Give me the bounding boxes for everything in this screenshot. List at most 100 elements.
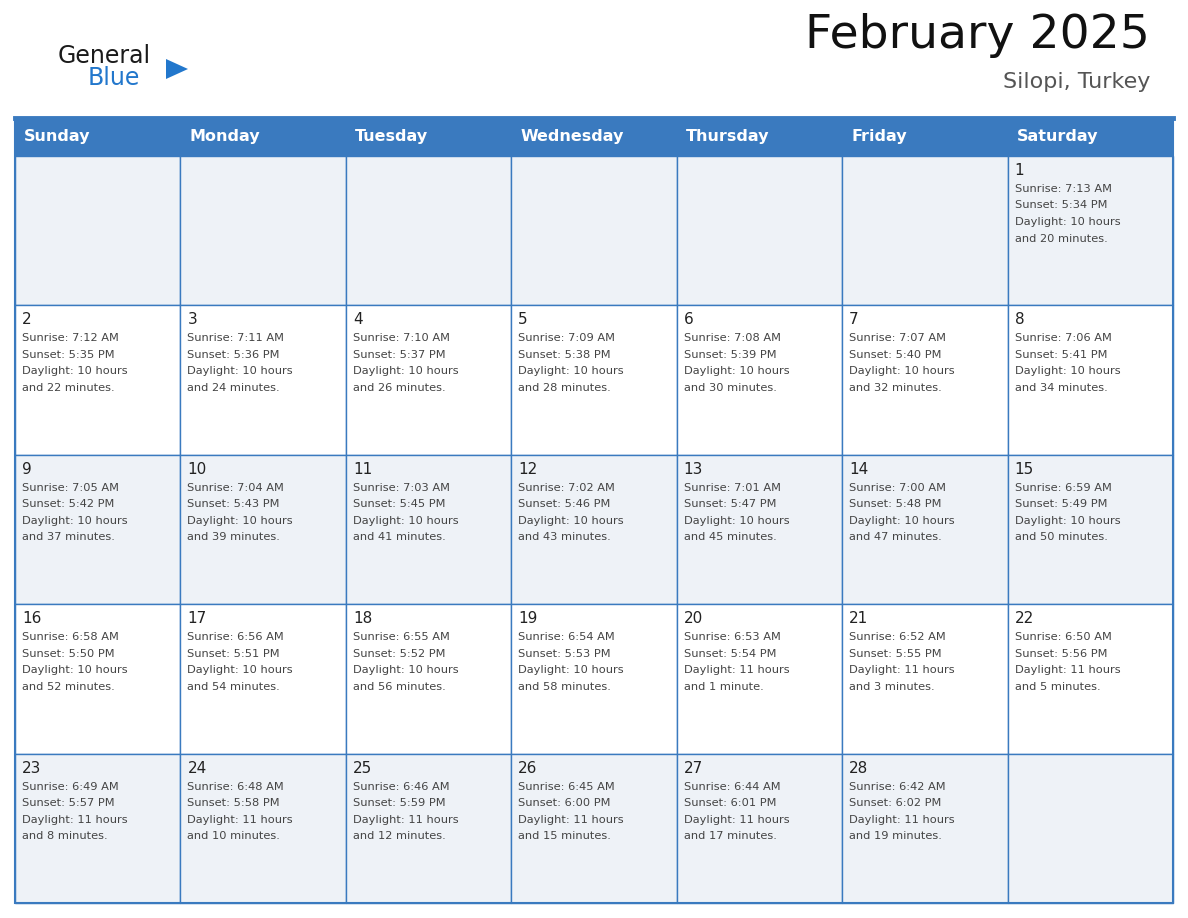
Text: Daylight: 10 hours: Daylight: 10 hours bbox=[23, 516, 127, 526]
Text: Daylight: 11 hours: Daylight: 11 hours bbox=[518, 814, 624, 824]
Bar bbox=[346, 156, 511, 306]
Text: 1: 1 bbox=[1015, 163, 1024, 178]
Text: Sunset: 5:36 PM: Sunset: 5:36 PM bbox=[188, 350, 280, 360]
Text: Sunrise: 6:52 AM: Sunrise: 6:52 AM bbox=[849, 633, 946, 643]
Bar bbox=[511, 604, 677, 754]
Text: and 10 minutes.: and 10 minutes. bbox=[188, 831, 280, 841]
Bar bbox=[677, 754, 842, 903]
Text: and 17 minutes.: and 17 minutes. bbox=[684, 831, 777, 841]
Text: and 3 minutes.: and 3 minutes. bbox=[849, 682, 935, 691]
Bar bbox=[346, 118, 511, 156]
Bar bbox=[346, 306, 511, 454]
Text: 12: 12 bbox=[518, 462, 537, 476]
Text: Daylight: 10 hours: Daylight: 10 hours bbox=[23, 666, 127, 676]
Text: Sunrise: 6:48 AM: Sunrise: 6:48 AM bbox=[188, 781, 284, 791]
Text: 18: 18 bbox=[353, 611, 372, 626]
Text: Silopi, Turkey: Silopi, Turkey bbox=[1003, 72, 1150, 92]
Text: Daylight: 10 hours: Daylight: 10 hours bbox=[518, 516, 624, 526]
Text: Sunrise: 7:11 AM: Sunrise: 7:11 AM bbox=[188, 333, 284, 343]
Text: 5: 5 bbox=[518, 312, 527, 328]
Text: 4: 4 bbox=[353, 312, 362, 328]
Text: 27: 27 bbox=[684, 761, 703, 776]
Text: February 2025: February 2025 bbox=[805, 13, 1150, 58]
Text: Sunrise: 6:45 AM: Sunrise: 6:45 AM bbox=[518, 781, 615, 791]
Text: Sunrise: 6:54 AM: Sunrise: 6:54 AM bbox=[518, 633, 615, 643]
Text: and 52 minutes.: and 52 minutes. bbox=[23, 682, 115, 691]
Text: Sunrise: 7:04 AM: Sunrise: 7:04 AM bbox=[188, 483, 284, 493]
Text: and 5 minutes.: and 5 minutes. bbox=[1015, 682, 1100, 691]
Text: Sunset: 6:01 PM: Sunset: 6:01 PM bbox=[684, 798, 776, 808]
Text: and 30 minutes.: and 30 minutes. bbox=[684, 383, 777, 393]
Text: General: General bbox=[58, 44, 151, 68]
Text: Thursday: Thursday bbox=[685, 129, 769, 144]
Bar bbox=[842, 118, 1007, 156]
Text: Sunset: 5:53 PM: Sunset: 5:53 PM bbox=[518, 649, 611, 659]
Text: 25: 25 bbox=[353, 761, 372, 776]
Text: Sunrise: 7:08 AM: Sunrise: 7:08 AM bbox=[684, 333, 781, 343]
Text: Saturday: Saturday bbox=[1017, 129, 1098, 144]
Text: 3: 3 bbox=[188, 312, 197, 328]
Text: Sunset: 5:41 PM: Sunset: 5:41 PM bbox=[1015, 350, 1107, 360]
Bar bbox=[15, 156, 181, 306]
Text: and 15 minutes.: and 15 minutes. bbox=[518, 831, 611, 841]
Text: Daylight: 11 hours: Daylight: 11 hours bbox=[353, 814, 459, 824]
Text: Daylight: 11 hours: Daylight: 11 hours bbox=[849, 666, 955, 676]
Text: Sunset: 5:38 PM: Sunset: 5:38 PM bbox=[518, 350, 611, 360]
Bar bbox=[15, 306, 181, 454]
Bar bbox=[842, 306, 1007, 454]
Text: and 8 minutes.: and 8 minutes. bbox=[23, 831, 108, 841]
Text: and 12 minutes.: and 12 minutes. bbox=[353, 831, 446, 841]
Text: Sunset: 5:57 PM: Sunset: 5:57 PM bbox=[23, 798, 114, 808]
Text: Sunrise: 7:07 AM: Sunrise: 7:07 AM bbox=[849, 333, 946, 343]
Bar bbox=[842, 156, 1007, 306]
Text: Sunset: 5:49 PM: Sunset: 5:49 PM bbox=[1015, 499, 1107, 509]
Bar bbox=[346, 454, 511, 604]
Text: 15: 15 bbox=[1015, 462, 1034, 476]
Text: Sunset: 5:59 PM: Sunset: 5:59 PM bbox=[353, 798, 446, 808]
Text: Sunset: 6:00 PM: Sunset: 6:00 PM bbox=[518, 798, 611, 808]
Text: Sunrise: 6:46 AM: Sunrise: 6:46 AM bbox=[353, 781, 449, 791]
Text: 14: 14 bbox=[849, 462, 868, 476]
Text: 11: 11 bbox=[353, 462, 372, 476]
Text: Daylight: 10 hours: Daylight: 10 hours bbox=[188, 516, 293, 526]
Bar bbox=[842, 454, 1007, 604]
Text: Daylight: 10 hours: Daylight: 10 hours bbox=[188, 366, 293, 376]
Text: Sunrise: 7:09 AM: Sunrise: 7:09 AM bbox=[518, 333, 615, 343]
Text: Blue: Blue bbox=[88, 66, 140, 90]
Text: Sunrise: 7:10 AM: Sunrise: 7:10 AM bbox=[353, 333, 450, 343]
Bar bbox=[1007, 156, 1173, 306]
Text: Sunrise: 7:12 AM: Sunrise: 7:12 AM bbox=[23, 333, 119, 343]
Text: and 26 minutes.: and 26 minutes. bbox=[353, 383, 446, 393]
Text: Sunrise: 7:02 AM: Sunrise: 7:02 AM bbox=[518, 483, 615, 493]
Bar bbox=[181, 454, 346, 604]
Text: Daylight: 11 hours: Daylight: 11 hours bbox=[684, 814, 789, 824]
Text: and 34 minutes.: and 34 minutes. bbox=[1015, 383, 1107, 393]
Text: Sunrise: 6:56 AM: Sunrise: 6:56 AM bbox=[188, 633, 284, 643]
Text: Daylight: 10 hours: Daylight: 10 hours bbox=[1015, 366, 1120, 376]
Text: Sunset: 5:46 PM: Sunset: 5:46 PM bbox=[518, 499, 611, 509]
Text: Sunset: 6:02 PM: Sunset: 6:02 PM bbox=[849, 798, 942, 808]
Text: Daylight: 10 hours: Daylight: 10 hours bbox=[849, 516, 955, 526]
Text: 19: 19 bbox=[518, 611, 538, 626]
Text: and 58 minutes.: and 58 minutes. bbox=[518, 682, 611, 691]
Text: Sunrise: 6:59 AM: Sunrise: 6:59 AM bbox=[1015, 483, 1112, 493]
Bar bbox=[15, 754, 181, 903]
Text: Sunrise: 7:01 AM: Sunrise: 7:01 AM bbox=[684, 483, 781, 493]
Text: Sunrise: 6:53 AM: Sunrise: 6:53 AM bbox=[684, 633, 781, 643]
Bar bbox=[181, 118, 346, 156]
Bar bbox=[15, 454, 181, 604]
Text: Sunset: 5:45 PM: Sunset: 5:45 PM bbox=[353, 499, 446, 509]
Text: 20: 20 bbox=[684, 611, 703, 626]
Text: and 41 minutes.: and 41 minutes. bbox=[353, 532, 446, 543]
Text: Tuesday: Tuesday bbox=[355, 129, 428, 144]
Text: 16: 16 bbox=[23, 611, 42, 626]
Text: Sunday: Sunday bbox=[24, 129, 90, 144]
Bar bbox=[677, 156, 842, 306]
Text: Sunset: 5:52 PM: Sunset: 5:52 PM bbox=[353, 649, 446, 659]
Bar bbox=[1007, 454, 1173, 604]
Text: and 19 minutes.: and 19 minutes. bbox=[849, 831, 942, 841]
Text: and 47 minutes.: and 47 minutes. bbox=[849, 532, 942, 543]
Text: and 1 minute.: and 1 minute. bbox=[684, 682, 764, 691]
Text: Daylight: 10 hours: Daylight: 10 hours bbox=[188, 666, 293, 676]
Bar bbox=[346, 604, 511, 754]
